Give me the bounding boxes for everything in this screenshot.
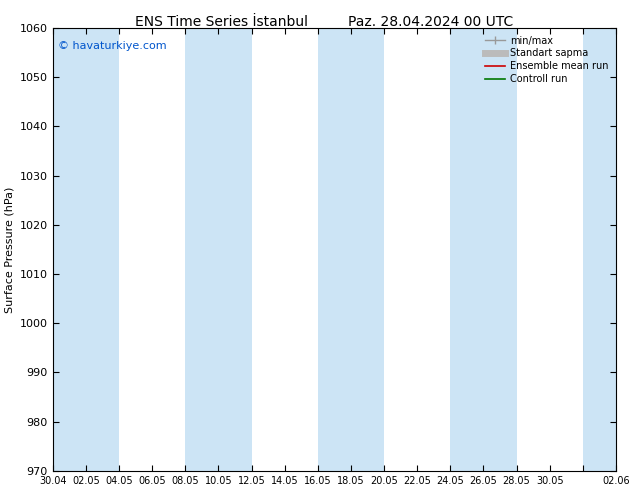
Bar: [583, 28, 616, 471]
Text: © havaturkiye.com: © havaturkiye.com: [58, 41, 167, 51]
Bar: [119, 28, 152, 471]
Bar: [53, 28, 86, 471]
Legend: min/max, Standart sapma, Ensemble mean run, Controll run: min/max, Standart sapma, Ensemble mean r…: [482, 33, 611, 87]
Bar: [285, 28, 318, 471]
Bar: [417, 28, 450, 471]
Text: ENS Time Series İstanbul: ENS Time Series İstanbul: [136, 15, 308, 29]
Bar: [218, 28, 252, 471]
Bar: [550, 28, 583, 471]
Bar: [86, 28, 119, 471]
Bar: [185, 28, 218, 471]
Bar: [517, 28, 550, 471]
Text: Paz. 28.04.2024 00 UTC: Paz. 28.04.2024 00 UTC: [349, 15, 514, 29]
Bar: [351, 28, 384, 471]
Bar: [318, 28, 351, 471]
Bar: [252, 28, 285, 471]
Bar: [152, 28, 185, 471]
Y-axis label: Surface Pressure (hPa): Surface Pressure (hPa): [4, 186, 14, 313]
Bar: [384, 28, 417, 471]
Bar: [450, 28, 484, 471]
Bar: [484, 28, 517, 471]
